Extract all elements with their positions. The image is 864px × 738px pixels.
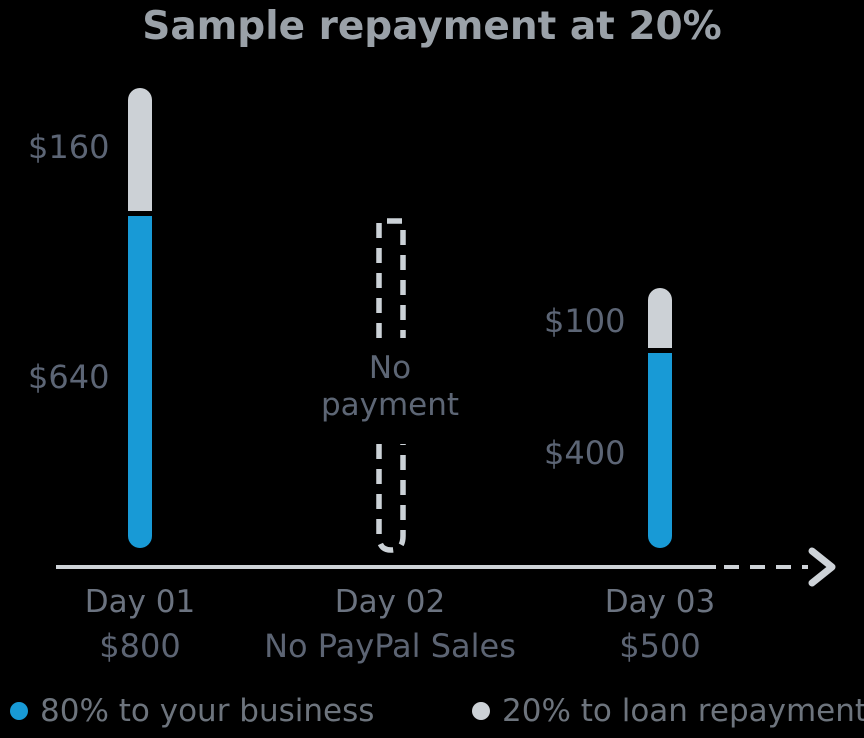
day3-loan-value: $100 bbox=[544, 302, 626, 340]
x-label-day2: Day 02 No PayPal Sales bbox=[250, 584, 530, 665]
day3-business-segment bbox=[648, 353, 672, 548]
day3-total: $500 bbox=[619, 627, 701, 665]
day1-loan-value: $160 bbox=[28, 128, 110, 166]
day1-loan-segment bbox=[128, 88, 152, 211]
x-label-day1: Day 01 $800 bbox=[50, 584, 230, 665]
legend-label-business: 80% to your business bbox=[40, 693, 375, 729]
legend-item-loan: 20% to loan repayment bbox=[472, 692, 864, 730]
x-label-day3: Day 03 $500 bbox=[570, 584, 750, 665]
day3-business-value: $400 bbox=[544, 434, 626, 472]
day2-label: Day 02 bbox=[334, 584, 446, 620]
day1-total: $800 bbox=[99, 627, 181, 665]
day2-dashed-bar-top bbox=[376, 218, 406, 338]
day1-label: Day 01 bbox=[84, 584, 196, 620]
legend-dot-business-icon bbox=[10, 702, 28, 720]
day3-label: Day 03 bbox=[604, 584, 716, 620]
day2-total: No PayPal Sales bbox=[264, 627, 516, 665]
legend-dot-loan-icon bbox=[472, 702, 490, 720]
axis-arrow-icon bbox=[808, 547, 836, 587]
day2-no-payment-note: No payment bbox=[320, 350, 460, 423]
day1-business-segment bbox=[128, 216, 152, 548]
chart-title: Sample repayment at 20% bbox=[142, 4, 722, 49]
day1-business-value: $640 bbox=[28, 358, 110, 396]
day2-dashed-bar-bottom bbox=[376, 444, 406, 553]
legend-item-business: 80% to your business bbox=[10, 692, 374, 730]
legend-label-loan: 20% to loan repayment bbox=[502, 693, 864, 729]
day3-loan-segment bbox=[648, 288, 672, 348]
